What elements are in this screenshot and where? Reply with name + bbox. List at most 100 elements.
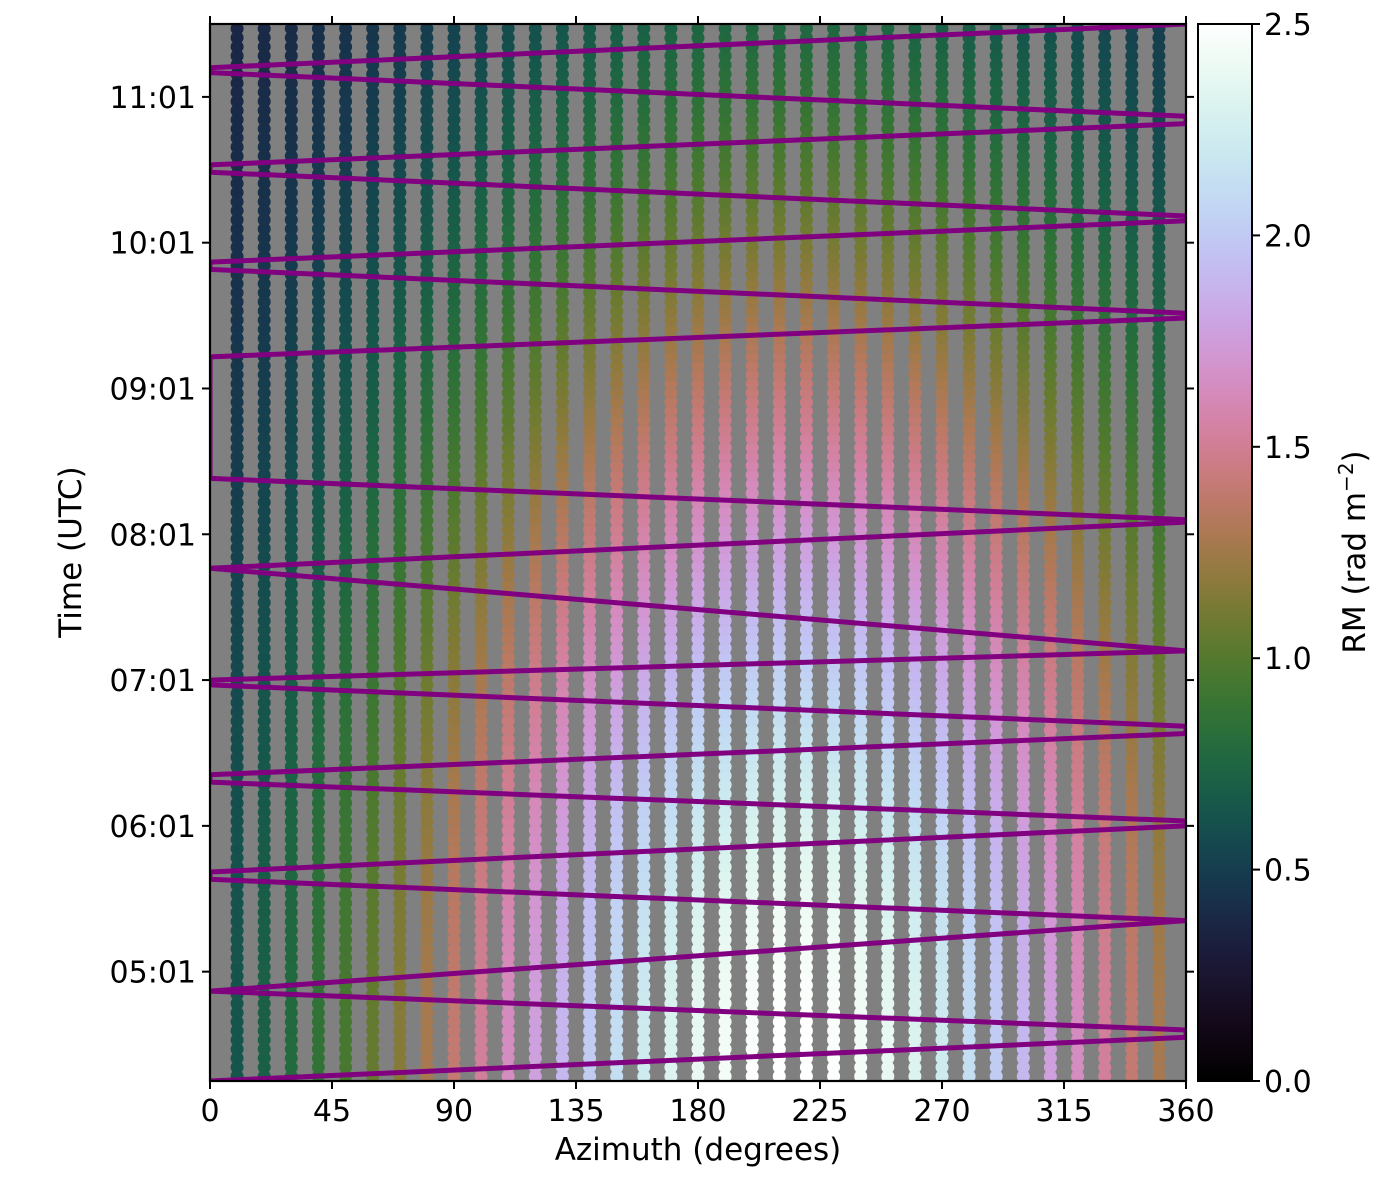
rm-dot [284,523,298,537]
rm-dot [257,1042,271,1056]
rm-dot [881,687,895,701]
y-tick-label: 09:01 [110,372,196,407]
rm-dot [799,805,813,819]
rm-dot [799,778,813,792]
rm-dot [1043,350,1057,364]
rm-dot [827,350,841,364]
rm-dot [1125,395,1139,409]
rm-dot [583,632,597,646]
rm-dot [501,204,515,218]
rm-dot [366,231,380,245]
rm-dot [1071,541,1085,555]
rm-dot [1043,149,1057,163]
rm-dot [1043,568,1057,582]
rm-dot [718,350,732,364]
rm-dot [257,723,271,737]
rm-dot [1125,787,1139,801]
rm-dot [393,514,407,528]
rm-dot [827,860,841,874]
rm-dot [908,450,922,464]
rm-dot [989,395,1003,409]
rm-dot [339,495,353,509]
rm-dot [1152,869,1166,883]
rm-dot [799,432,813,446]
rm-dot [583,532,597,546]
rm-dot [393,887,407,901]
rm-dot [989,386,1003,400]
rm-dot [881,423,895,436]
rm-dot [989,486,1003,500]
rm-dot [420,313,434,327]
rm-dot [1016,95,1030,108]
rm-dot [610,532,624,546]
rm-dot [1016,67,1030,81]
rm-dot [1071,450,1085,464]
rm-dot [1043,623,1057,637]
rm-dot [393,723,407,737]
rm-dot [610,577,624,591]
rm-dot [311,523,325,537]
rm-dot [664,559,678,573]
rm-dot [962,477,976,491]
rm-dot [257,714,271,728]
rm-dot [718,58,732,72]
rm-dot [799,887,813,901]
rm-dot [474,823,488,837]
rm-dot [772,1024,786,1038]
rm-dot [230,550,244,564]
rm-dot [827,395,841,409]
colorbar-tick-label: 0.5 [1264,854,1312,889]
rm-dot [718,878,732,892]
rm-dot [854,450,868,464]
rm-dot [962,167,976,181]
rm-dot [1016,468,1030,482]
rm-dot [1071,605,1085,619]
rm-dot [854,669,868,682]
rm-dot [610,823,624,837]
rm-dot [1071,687,1085,701]
rm-dot [528,195,542,209]
rm-dot [1152,997,1166,1010]
rm-dot [691,641,705,655]
rm-dot [257,550,271,564]
rm-dot [962,942,976,956]
rm-dot [393,122,407,136]
rm-dot [664,441,678,455]
rm-dot [1098,978,1112,992]
rm-dot [366,842,380,856]
rm-dot [420,58,434,72]
rm-dot [827,459,841,473]
rm-dot [230,322,244,336]
rm-dot [908,177,922,190]
rm-dot [1071,705,1085,719]
rm-dot [664,213,678,227]
rm-dot [1043,286,1057,300]
rm-dot [1016,213,1030,227]
rm-dot [664,249,678,263]
rm-dot [339,896,353,910]
rm-dot [1043,1060,1057,1074]
rm-dot [1016,277,1030,291]
rm-dot [311,596,325,610]
rm-dot [474,951,488,965]
rm-dot [311,514,325,528]
rm-dot [339,650,353,664]
rm-dot [230,532,244,546]
rm-dot [257,760,271,774]
rm-dot [420,104,434,118]
rm-dot [827,377,841,391]
rm-dot [637,95,651,108]
rm-dot [854,58,868,72]
rm-dot [935,614,949,628]
rm-dot [962,286,976,300]
rm-dot [772,623,786,637]
rm-dot [989,741,1003,755]
rm-dot [447,386,461,400]
rm-dot [447,896,461,910]
rm-dot [474,933,488,947]
rm-dot [1152,231,1166,245]
rm-dot [528,1024,542,1038]
rm-dot [447,104,461,118]
rm-dot [1043,40,1057,54]
rm-dot [1071,468,1085,482]
